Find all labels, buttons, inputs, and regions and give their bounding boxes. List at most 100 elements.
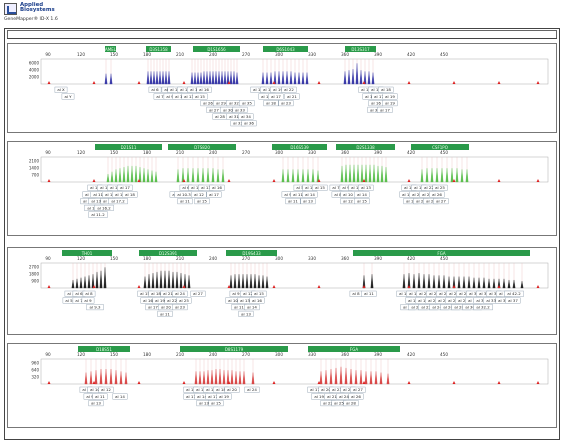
peak: [216, 169, 220, 183]
allele-label: al 11.2: [91, 212, 105, 217]
scale-tick-label: 240: [209, 150, 217, 155]
allele-label: al 35: [498, 298, 508, 303]
allele-label: al 26.2: [443, 305, 457, 310]
allele-label-box: [285, 198, 301, 205]
allele-label: al 11: [160, 311, 170, 316]
y-tick-label: 640: [31, 368, 39, 373]
peak: [232, 71, 236, 85]
allele-label: al 19: [414, 185, 424, 190]
size-standard-marker: [47, 179, 51, 182]
peak: [167, 71, 171, 85]
allele-label: al 23: [422, 192, 432, 197]
size-standard-marker: [317, 179, 321, 182]
allele-label-box: [209, 184, 225, 191]
allele-label: al 37: [508, 298, 518, 303]
allele-label-box: [504, 290, 524, 297]
peak: [194, 371, 198, 385]
size-standard-marker: [182, 81, 186, 84]
peak: [142, 168, 146, 183]
allele-label: al 11: [95, 394, 105, 399]
allele-label: al 20: [412, 192, 422, 197]
peak: [348, 164, 352, 183]
plot-frame: [40, 156, 549, 183]
allele-label: al 17: [380, 107, 390, 112]
scale-tick-label: 120: [77, 352, 85, 357]
peak: [242, 371, 246, 385]
size-standard-marker: [362, 285, 366, 288]
peak: [155, 71, 159, 85]
allele-label: al 12: [101, 387, 111, 392]
allele-label: al 14: [357, 192, 367, 197]
peak: [222, 370, 226, 385]
allele-label: al 28: [459, 291, 469, 296]
allele-label: al 31: [229, 114, 239, 119]
allele-label: al 22: [429, 291, 439, 296]
y-tick-label: 1400: [29, 166, 40, 171]
allele-label: al 32.2: [476, 305, 490, 310]
allele-label: al 11: [186, 394, 196, 399]
size-standard-marker: [407, 179, 411, 182]
allele-label: al 11: [364, 291, 374, 296]
y-tick-label: 700: [31, 173, 39, 178]
scale-tick-label: 150: [110, 352, 118, 357]
scale-tick-label: 390: [374, 352, 382, 357]
allele-label: al 18: [409, 291, 419, 296]
peak: [432, 275, 436, 289]
peak: [186, 168, 190, 183]
allele-label-box: [216, 393, 232, 400]
allele-label-box: [172, 304, 188, 311]
allele-label: al 35: [242, 101, 252, 106]
allele-label: al 15: [261, 94, 271, 99]
peak: [221, 169, 225, 183]
allele-label: al 24: [339, 394, 349, 399]
allele-label: al 16: [263, 87, 273, 92]
allele-label: al 7: [156, 94, 164, 99]
marker-bar: [146, 46, 171, 52]
peak: [457, 276, 461, 289]
allele-label: al 19: [155, 298, 165, 303]
peak: [402, 274, 406, 289]
allele-label: al 13: [371, 87, 381, 92]
allele-label-box: [302, 191, 318, 198]
allele-label: al 23: [281, 101, 291, 106]
peak: [126, 165, 130, 183]
peak: [237, 274, 241, 289]
size-standard-marker: [497, 179, 501, 182]
allele-label-box: [148, 86, 162, 93]
allele-label: al 30: [469, 291, 479, 296]
allele-label-box: [505, 297, 521, 304]
allele-label: al 23: [438, 298, 448, 303]
scale-tick-label: 450: [440, 352, 448, 357]
allele-label: al 15: [140, 291, 150, 296]
size-standard-marker: [47, 285, 51, 288]
scale-tick-label: 150: [110, 256, 118, 261]
allele-label: al 22: [167, 298, 177, 303]
size-standard-marker: [92, 381, 96, 384]
peak: [334, 367, 338, 385]
allele-label: al 24: [247, 387, 257, 392]
allele-label: al 25: [448, 298, 458, 303]
allele-label: al 17: [120, 185, 130, 190]
allele-label: al 11.2: [93, 192, 107, 197]
allele-label-box: [208, 400, 224, 407]
peak: [218, 369, 222, 385]
y-tick-label: 960: [31, 361, 39, 366]
peak: [324, 370, 328, 385]
allele-label: al 18: [381, 87, 391, 92]
peak: [217, 71, 221, 85]
allele-label: al 27: [209, 107, 219, 112]
allele-label: al 22.2: [421, 305, 435, 310]
size-standard-marker: [272, 179, 276, 182]
peak: [79, 277, 83, 289]
allele-label-box: [241, 120, 257, 127]
scale-tick-label: 450: [440, 52, 448, 57]
peak: [293, 72, 297, 85]
allele-label: al 16: [143, 298, 153, 303]
peak: [422, 274, 426, 289]
software-version: GeneMapper® ID-X 1.6: [4, 17, 58, 22]
allele-label: al 28: [215, 114, 225, 119]
allele-label-box: [82, 290, 96, 297]
allele-label: al 33.2: [486, 298, 500, 303]
allele-label: al 9: [284, 192, 292, 197]
allele-label-box: [354, 191, 370, 198]
